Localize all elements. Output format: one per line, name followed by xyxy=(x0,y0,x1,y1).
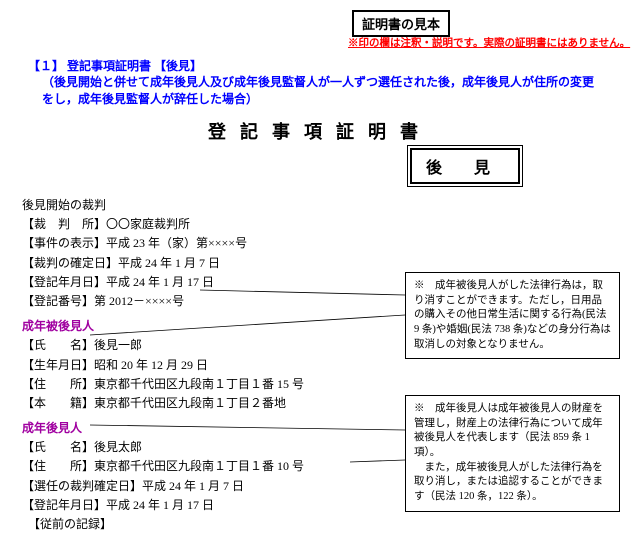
ward-head: 成年被後見人 xyxy=(22,317,304,336)
guardian-name: 【氏 名】後見太郎 xyxy=(22,438,304,457)
court: 【裁 判 所】〇〇家庭裁判所 xyxy=(22,215,304,234)
guardian-reg-date: 【登記年月日】平成 24 年 1 月 17 日 xyxy=(22,496,304,515)
sample-label-box: 証明書の見本 xyxy=(352,10,450,37)
main-content: 後見開始の裁判 【裁 判 所】〇〇家庭裁判所 【事件の表示】平成 23 年（家）… xyxy=(22,190,304,534)
guardian-head: 成年後見人 xyxy=(22,419,304,438)
blue-section-title: 【１】 登記事項証明書 【後見】 xyxy=(28,58,202,75)
annotation-box-1: ※ 成年被後見人がした法律行為は，取り消すことができます。ただし，日用品の購入そ… xyxy=(405,272,620,359)
ward-address: 【住 所】東京都千代田区九段南１丁目１番 15 号 xyxy=(22,375,304,394)
ward-birth: 【生年月日】昭和 20 年 12 月 29 日 xyxy=(22,356,304,375)
guardianship-type: 後 見 xyxy=(426,160,504,177)
appointment-date: 【選任の裁判確定日】平成 24 年 1 月 7 日 xyxy=(22,477,304,496)
red-disclaimer: ※印の欄は注釈・説明です。実際の証明書にはありません。 xyxy=(348,35,630,50)
blue-section-subtitle: （後見開始と併せて成年後見人及び成年後見監督人が一人ずつ選任された後，成年後見人… xyxy=(42,74,602,108)
case-display: 【事件の表示】平成 23 年（家）第××××号 xyxy=(22,234,304,253)
ward-name: 【氏 名】後見一郎 xyxy=(22,336,304,355)
guardian-address: 【住 所】東京都千代田区九段南１丁目１番 10 号 xyxy=(22,457,304,476)
annotation-box-2: ※ 成年後見人は成年被後見人の財産を管理し，財産上の法律行為について成年被後見人… xyxy=(405,395,620,512)
ward-section: 成年被後見人 【氏 名】後見一郎 【生年月日】昭和 20 年 12 月 29 日… xyxy=(22,317,304,413)
guardianship-type-box: 後 見 xyxy=(410,148,520,184)
guardian-section: 成年後見人 【氏 名】後見太郎 【住 所】東京都千代田区九段南１丁目１番 10 … xyxy=(22,419,304,534)
trial-section: 後見開始の裁判 【裁 判 所】〇〇家庭裁判所 【事件の表示】平成 23 年（家）… xyxy=(22,196,304,311)
trial-head: 後見開始の裁判 xyxy=(22,196,304,215)
registration-no: 【登記番号】第 2012－××××号 xyxy=(22,292,304,311)
annotation-1-text: ※ 成年被後見人がした法律行為は，取り消すことができます。ただし，日用品の購入そ… xyxy=(414,280,611,350)
registration-date: 【登記年月日】平成 24 年 1 月 17 日 xyxy=(22,273,304,292)
previous-record: 【従前の記録】 xyxy=(22,515,304,534)
sample-label: 証明書の見本 xyxy=(362,17,440,32)
annotation-2-text: ※ 成年後見人は成年被後見人の財産を管理し，財産上の法律行為について成年被後見人… xyxy=(414,403,603,502)
document-title: 登記事項証明書 xyxy=(0,118,640,144)
confirm-date: 【裁判の確定日】平成 24 年 1 月 7 日 xyxy=(22,254,304,273)
ward-domicile: 【本 籍】東京都千代田区九段南１丁目２番地 xyxy=(22,394,304,413)
